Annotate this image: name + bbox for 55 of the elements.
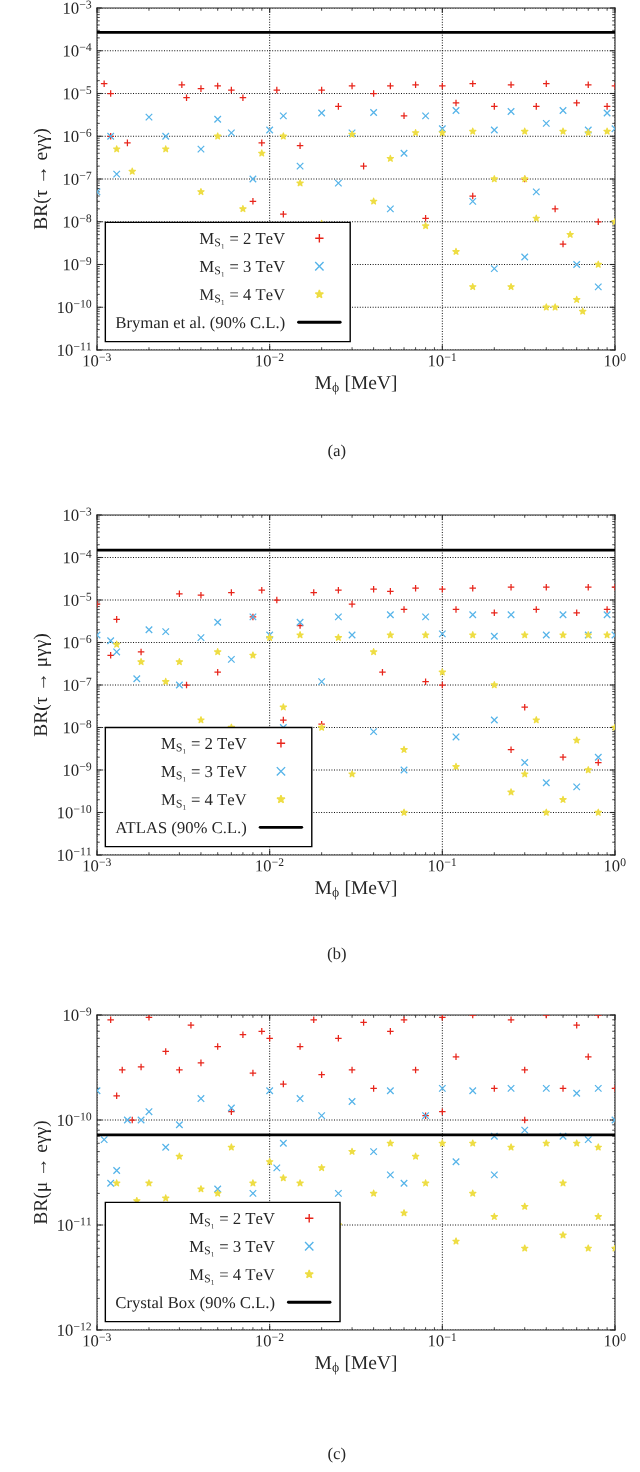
y-tick-label: 10$^{−8}$ xyxy=(63,214,92,228)
y-tick-label: 10$^{−7}$ xyxy=(63,677,92,691)
x-tick-label: 10$^{−3}$ xyxy=(83,1333,111,1347)
x-tick-label: 10$^{0}$ xyxy=(604,858,626,872)
y-axis-title: BR(μ → eγγ) xyxy=(33,1121,52,1225)
x-tick-label: 10$^{−3}$ xyxy=(83,353,111,367)
legend-label: M$_{S₁}$ = 4 TeV xyxy=(199,289,285,305)
x-axis-title: M$_{ϕ}$ [MeV] xyxy=(315,880,396,900)
legend-label: M$_{S₁}$ = 3 TeV xyxy=(189,1240,275,1257)
y-tick-label: 10$^{−9}$ xyxy=(63,257,92,271)
legend-label: M$_{S₁}$ = 3 TeV xyxy=(161,765,247,782)
legend-label: Bryman et al. (90% C.L.) xyxy=(115,316,285,332)
y-tick-label: 10$^{−3}$ xyxy=(63,507,92,521)
y-tick-label: 10$^{−12}$ xyxy=(58,1322,92,1336)
y-tick-label: 10$^{−6}$ xyxy=(63,128,92,143)
text: (a) xyxy=(328,444,346,460)
x-tick-label: 10$^{−2}$ xyxy=(256,1333,284,1347)
y-tick-label: 10$^{−4}$ xyxy=(63,43,92,57)
legend-label: M$_{S₁}$ = 4 TeV xyxy=(161,794,247,810)
x-axis-title: M$_{ϕ}$ [MeV] xyxy=(315,375,396,395)
y-tick-label: 10$^{−9}$ xyxy=(63,762,92,776)
x-tick-label: 10$^{−3}$ xyxy=(83,858,111,872)
y-tick-label: 10$^{−11}$ xyxy=(58,1217,91,1231)
x-tick-label: 10$^{−2}$ xyxy=(256,353,284,367)
x-tick-label: 10$^{−1}$ xyxy=(428,858,457,872)
y-tick-label: 10$^{−3}$ xyxy=(63,0,92,14)
y-tick-label: 10$^{−11}$ xyxy=(58,847,91,861)
y-tick-label: 10$^{−4}$ xyxy=(63,550,92,564)
y-tick-label: 10$^{−10}$ xyxy=(58,299,92,314)
legend-label: ATLAS (90% C.L.) xyxy=(115,821,247,837)
x-tick-label: 10$^{0}$ xyxy=(604,1333,626,1347)
y-tick-label: 10$^{−9}$ xyxy=(63,1007,92,1021)
legend-label: Crystal Box (90% C.L.) xyxy=(116,1296,275,1312)
x-tick-label: 10$^{−1}$ xyxy=(428,353,457,367)
y-tick-label: 10$^{−10}$ xyxy=(58,1112,92,1126)
text: (c) xyxy=(328,1447,346,1463)
legend-label: M$_{S₁}$ = 3 TeV xyxy=(199,260,285,277)
x-tick-label: 10$^{−1}$ xyxy=(428,1333,457,1347)
y-tick-label: 10$^{−5}$ xyxy=(63,592,92,606)
x-tick-label: 10$^{−2}$ xyxy=(256,858,284,872)
y-tick-label: 10$^{−7}$ xyxy=(63,171,92,185)
y-tick-label: 10$^{−8}$ xyxy=(63,720,92,734)
y-tick-label: 10$^{−5}$ xyxy=(63,86,92,100)
legend-label: M$_{S₁}$ = 2 TeV xyxy=(161,737,247,754)
legend-label: M$_{S₁}$ = 4 TeV xyxy=(189,1269,275,1285)
y-axis-title: BR(τ → μγγ) xyxy=(33,634,52,737)
y-axis-title: BR(τ → eγγ) xyxy=(33,129,52,230)
y-tick-label: 10$^{−10}$ xyxy=(58,805,92,819)
y-tick-label: 10$^{−11}$ xyxy=(58,342,91,356)
text: (b) xyxy=(327,947,346,963)
legend-label: M$_{S₁}$ = 2 TeV xyxy=(189,1212,275,1229)
x-axis-title: M$_{ϕ}$ [MeV] xyxy=(315,1355,396,1375)
x-tick-label: 10$^{0}$ xyxy=(604,353,626,367)
y-tick-label: 10$^{−6}$ xyxy=(63,635,92,649)
legend-label: M$_{S₁}$ = 2 TeV xyxy=(199,232,285,249)
